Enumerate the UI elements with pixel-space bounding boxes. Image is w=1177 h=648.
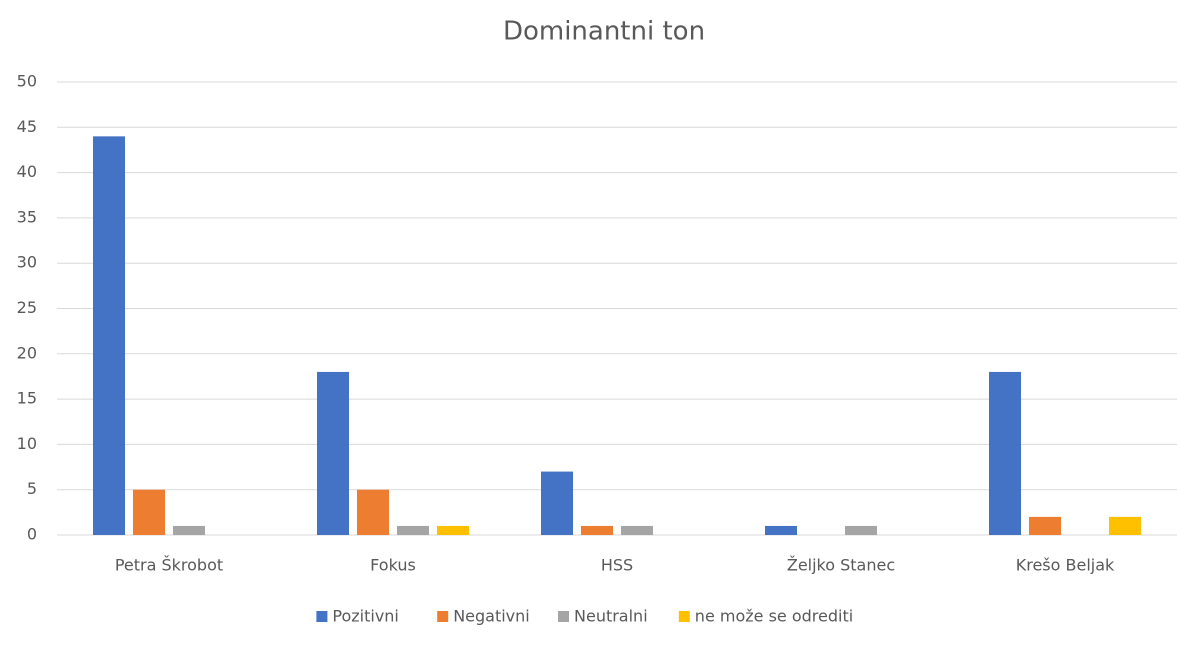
legend-label: Pozitivni — [332, 607, 398, 626]
x-tick-label: Željko Stanec — [787, 556, 895, 575]
y-tick-label: 20 — [17, 343, 37, 362]
y-tick-label: 10 — [17, 434, 37, 453]
bar — [437, 525, 469, 535]
bar — [765, 525, 797, 535]
y-tick-label: 45 — [17, 117, 37, 136]
y-tick-label: 5 — [27, 479, 37, 498]
bar — [1029, 516, 1061, 535]
x-tick-label: Petra Škrobot — [115, 556, 223, 575]
bar — [173, 525, 205, 535]
bar — [845, 525, 877, 535]
bar — [357, 489, 389, 535]
x-tick-label: Krešo Beljak — [1016, 556, 1115, 575]
legend-swatch — [316, 611, 328, 622]
bar — [541, 471, 573, 535]
x-tick-label: HSS — [601, 556, 633, 575]
bar — [581, 525, 613, 535]
y-tick-label: 40 — [17, 162, 37, 181]
y-tick-label: 35 — [17, 207, 37, 226]
y-tick-label: 30 — [17, 253, 37, 272]
legend-swatch — [678, 611, 690, 622]
y-tick-label: 25 — [17, 298, 37, 317]
bar — [989, 371, 1021, 535]
y-tick-label: 15 — [17, 389, 37, 408]
bar — [397, 525, 429, 535]
y-tick-label: 0 — [27, 525, 37, 544]
x-tick-label: Fokus — [370, 556, 416, 575]
bar — [317, 371, 349, 535]
chart-title: Dominantni ton — [503, 17, 705, 47]
y-tick-label: 50 — [17, 72, 37, 91]
legend-swatch — [558, 611, 569, 622]
legend-label: Negativni — [453, 607, 530, 626]
legend-label: ne može se odrediti — [695, 607, 853, 626]
legend-swatch — [437, 611, 449, 622]
legend-label: Neutralni — [574, 607, 648, 626]
bar — [133, 489, 165, 535]
bar — [621, 525, 653, 535]
bar — [93, 136, 125, 536]
bar — [1109, 516, 1141, 535]
